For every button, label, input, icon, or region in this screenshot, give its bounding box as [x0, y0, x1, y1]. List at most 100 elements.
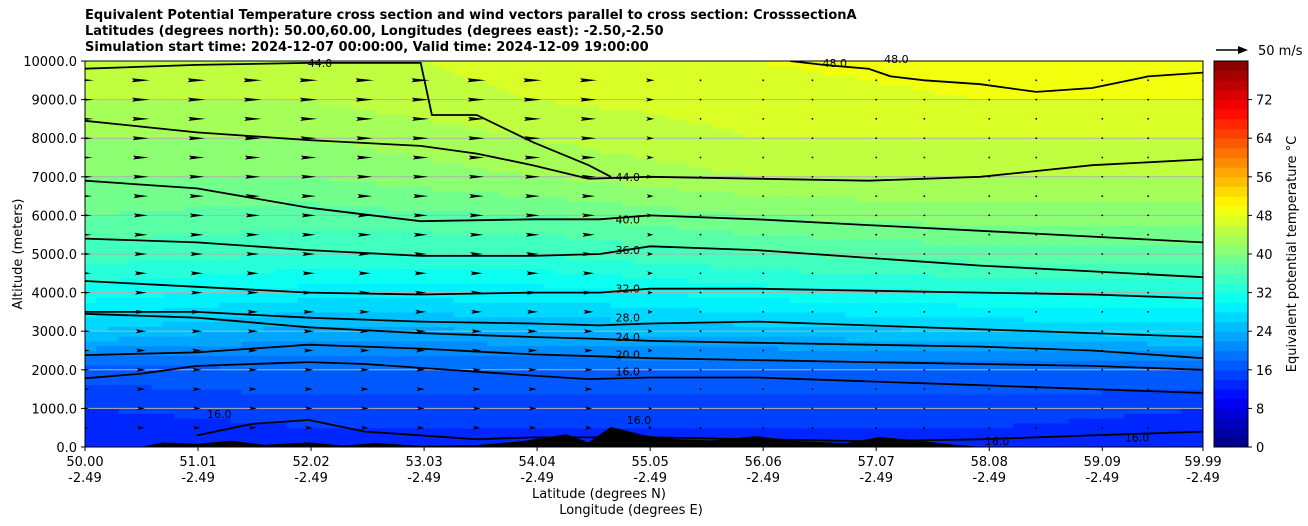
heat-cell	[722, 278, 735, 284]
heat-cell	[688, 297, 701, 303]
heat-cell	[688, 360, 701, 366]
heat-cell	[297, 282, 310, 289]
heat-cell	[688, 302, 701, 308]
heat-cell	[699, 229, 712, 236]
heat-cell	[85, 176, 97, 183]
heat-cell	[207, 331, 220, 337]
heat-cell	[319, 133, 332, 139]
heat-cell	[509, 307, 522, 313]
heat-cell	[409, 234, 421, 241]
heat-cell	[711, 104, 723, 110]
heat-cell	[733, 133, 746, 139]
heat-cell	[386, 210, 399, 216]
heat-cell	[286, 297, 299, 303]
heat-cell	[85, 307, 97, 313]
heat-cell	[163, 389, 176, 395]
heat-cell	[152, 268, 164, 274]
heat-cell	[588, 176, 600, 183]
heat-cell	[442, 181, 455, 188]
heat-cell	[330, 432, 343, 438]
heat-cell	[644, 311, 656, 318]
heat-cell	[655, 254, 667, 260]
heat-cell	[677, 263, 690, 270]
heat-cell	[386, 171, 399, 178]
heat-cell	[554, 427, 567, 434]
heat-cell	[610, 61, 623, 67]
heat-cell	[297, 89, 310, 96]
heat-cell	[599, 138, 612, 144]
heat-cell	[755, 413, 768, 419]
heat-cell	[140, 418, 153, 424]
heat-cell	[766, 321, 779, 327]
heat-cell	[644, 432, 656, 438]
heat-cell	[96, 364, 108, 371]
heat-cell	[241, 215, 254, 221]
heat-cell	[487, 244, 500, 250]
heat-cell	[286, 432, 299, 438]
heat-cell	[644, 234, 656, 241]
heat-cell	[118, 263, 131, 270]
heat-cell	[207, 258, 220, 265]
heat-cell	[118, 355, 131, 361]
heat-cell	[543, 364, 556, 371]
heat-cell	[196, 94, 209, 101]
heat-cell	[353, 215, 366, 221]
heat-cell	[409, 326, 421, 332]
heat-cell	[699, 316, 712, 323]
heat-cell	[241, 200, 254, 207]
heat-cell	[308, 278, 321, 284]
heat-cell	[543, 80, 556, 86]
heat-cell	[96, 171, 108, 178]
heat-cell	[174, 205, 187, 212]
heat-cell	[588, 249, 600, 255]
heat-cell	[476, 273, 489, 279]
heat-cell	[196, 191, 209, 197]
heat-cell	[297, 147, 310, 154]
heat-cell	[241, 171, 254, 178]
heat-cell	[230, 80, 243, 86]
heat-cell	[409, 355, 421, 361]
heat-cell	[207, 118, 220, 125]
heat-cell	[263, 292, 276, 299]
heat-cell	[509, 200, 522, 207]
heat-cell	[219, 360, 231, 366]
heat-cell	[599, 220, 612, 226]
heat-cell	[766, 123, 779, 130]
heat-cell	[319, 162, 332, 168]
heat-cell	[554, 364, 567, 371]
heat-cell	[118, 384, 131, 390]
heat-cell	[420, 220, 433, 226]
heat-cell	[107, 114, 120, 120]
heat-cell	[140, 94, 153, 101]
heat-cell	[453, 133, 466, 139]
heat-cell	[196, 432, 209, 438]
heat-cell	[118, 114, 131, 120]
heat-cell	[375, 225, 388, 231]
heat-cell	[532, 205, 544, 212]
heat-cell	[319, 176, 332, 183]
heat-cell	[275, 350, 287, 356]
heat-cell	[375, 123, 388, 130]
heat-cell	[755, 268, 768, 274]
heat-cell	[543, 205, 556, 212]
heat-cell	[666, 171, 679, 178]
heat-cell	[476, 321, 489, 327]
heat-cell	[632, 181, 645, 188]
heat-cell	[666, 89, 679, 96]
heat-cell	[129, 422, 142, 429]
heat-cell	[509, 65, 522, 72]
heat-cell	[632, 162, 645, 168]
heat-cell	[230, 215, 243, 221]
heat-cell	[688, 157, 701, 163]
heat-cell	[588, 181, 600, 188]
heat-cell	[85, 200, 97, 207]
heat-cell	[431, 326, 444, 332]
heat-cell	[207, 239, 220, 245]
heat-cell	[666, 215, 679, 221]
heat-cell	[118, 418, 131, 424]
heat-cell	[420, 65, 433, 72]
heat-cell	[521, 273, 533, 279]
heat-cell	[85, 229, 97, 236]
heat-cell	[263, 181, 276, 188]
heat-cell	[565, 413, 578, 419]
